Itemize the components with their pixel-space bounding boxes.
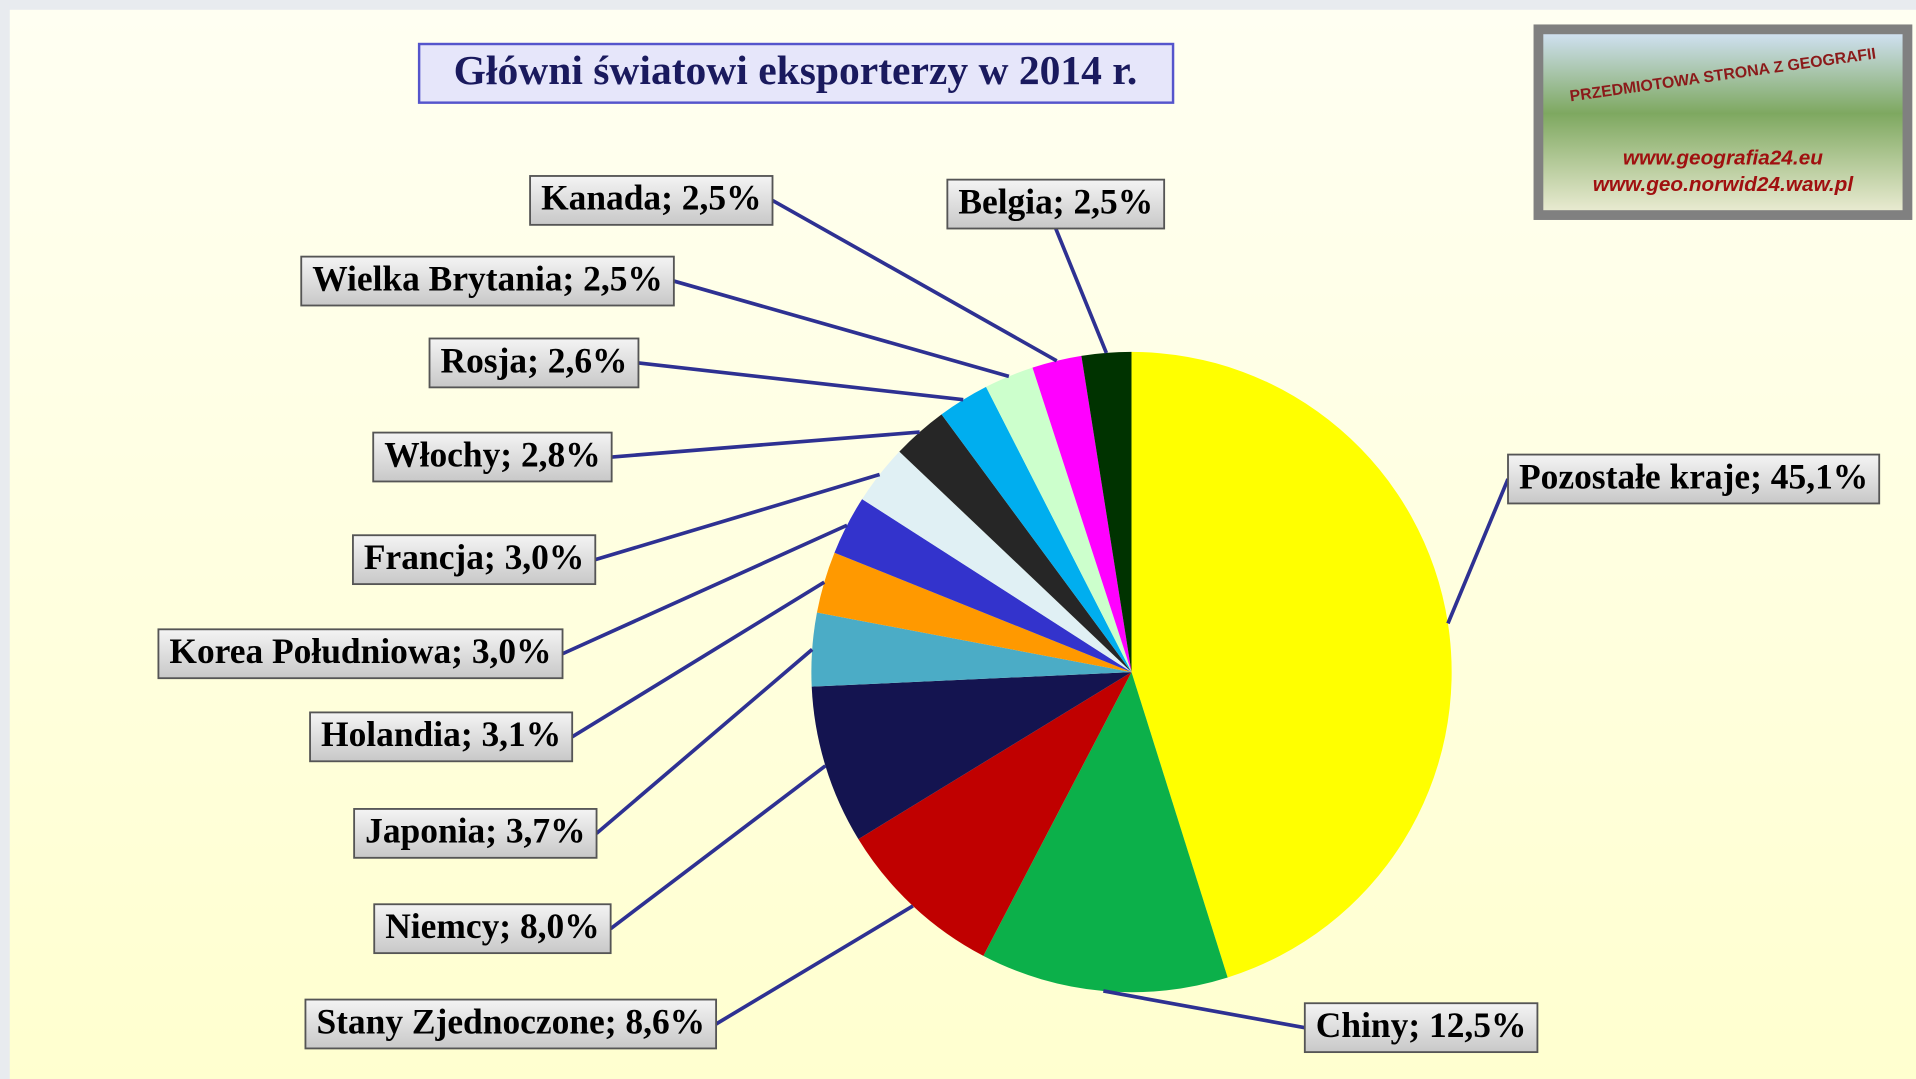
label-box [529, 175, 774, 226]
pie-slice [811, 612, 1132, 687]
label-box [1507, 453, 1881, 505]
label-box [352, 534, 597, 586]
data-label: Chiny; 12,5% [1316, 1005, 1527, 1045]
label-box [1303, 1002, 1539, 1054]
data-label: Stany Zjednoczone; 8,6% [316, 1001, 705, 1041]
pie-slice [1081, 351, 1132, 673]
data-label: Holandia; 3,1% [321, 714, 561, 754]
data-label: Pozostałe kraje; 45,1% [1519, 456, 1868, 496]
pie-slice [816, 552, 1132, 673]
logo-url: www.geografia24.eu [1623, 146, 1823, 169]
pie-slice [1131, 351, 1452, 978]
label-box [428, 337, 640, 389]
leader-line [673, 279, 1010, 379]
data-label: Korea Południowa; 3,0% [169, 631, 551, 671]
label-box [373, 903, 612, 955]
label-box [372, 431, 613, 483]
pie-slice [983, 672, 1228, 993]
leader-line [771, 198, 1058, 363]
leader-line [609, 764, 827, 931]
leader-line [611, 430, 920, 459]
pie-slice [899, 414, 1132, 673]
leader-line [571, 580, 826, 739]
pie-slice [1032, 355, 1132, 673]
logo-url: www.geo.norwid24.waw.pl [1593, 173, 1855, 196]
data-label: Wielka Brytania; 2,5% [312, 258, 663, 298]
label-box [946, 178, 1166, 230]
leader-line [594, 472, 881, 562]
leader-line [638, 361, 964, 402]
data-label: Włochy; 2,8% [384, 434, 600, 474]
logo-image [1543, 34, 1903, 211]
logo: PRZEDMIOTOWA STRONA Z GEOGRAFII www.geog… [1533, 24, 1913, 220]
pie-slice [858, 672, 1132, 956]
leader-lines [561, 198, 1510, 1030]
pie-slice [834, 499, 1132, 673]
leader-line [1054, 227, 1109, 354]
label-box [300, 255, 675, 307]
leader-line [715, 904, 914, 1026]
chart-title: Główni światowi eksporterzy w 2014 r. [454, 47, 1138, 93]
data-label: Kanada; 2,5% [541, 178, 761, 218]
data-label: Japonia; 3,7% [365, 811, 585, 851]
label-box [157, 628, 564, 680]
pie-slice [986, 367, 1132, 673]
data-label: Rosja; 2,6% [441, 340, 628, 380]
labels: Pozostałe kraje; 45,1% Chiny; 12,5% Stany … [157, 175, 1881, 1054]
leader-line [561, 523, 848, 656]
pie-slice [862, 451, 1132, 673]
title-box [417, 42, 1175, 104]
data-label: Belgia; 2,5% [958, 181, 1153, 221]
leader-line [1446, 478, 1510, 625]
data-label: Niemcy; 8,0% [385, 906, 599, 946]
leader-line [1103, 989, 1306, 1030]
leader-line [595, 648, 814, 835]
pie [811, 351, 1452, 993]
data-label: Francja; 3,0% [364, 537, 584, 577]
pie-slice [941, 386, 1132, 673]
label-box [353, 808, 598, 859]
label-box [304, 998, 718, 1050]
label-box [309, 711, 574, 763]
pie-slice [811, 672, 1132, 840]
